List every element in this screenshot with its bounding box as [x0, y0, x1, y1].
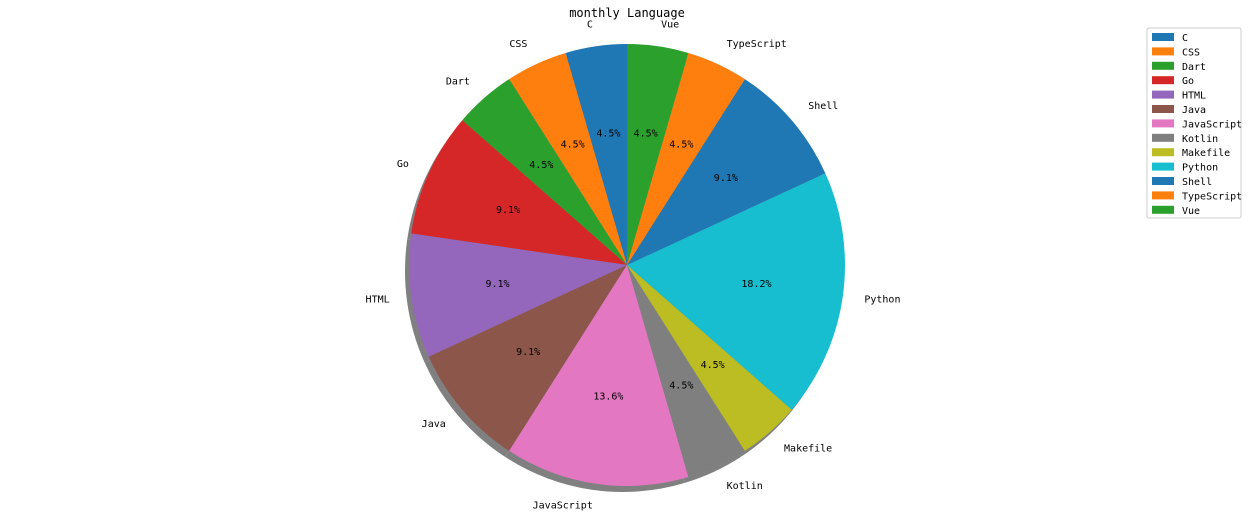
- slice-labels: C CSS Dart Go HTML Java JavaScript Kotlin Makefi…: [366, 19, 901, 511]
- percent-label-vue: 4.5%: [634, 129, 658, 140]
- percent-label-go: 9.1%: [496, 205, 520, 216]
- slice-go: [411, 120, 627, 265]
- legend-swatch-python: [1152, 162, 1174, 171]
- legend-label-javascript: JavaScript: [1182, 119, 1242, 130]
- percent-label-javascript: 13.6%: [593, 391, 623, 402]
- legend-label-vue: Vue: [1182, 206, 1200, 217]
- slice-css: [509, 52, 627, 265]
- slice-label-c: C: [587, 19, 593, 30]
- slice-makefile: [627, 265, 792, 451]
- slice-javascript: [509, 265, 689, 486]
- slice-label-go: Go: [397, 159, 409, 170]
- slice-label-html: HTML: [366, 295, 390, 306]
- percent-label-kotlin: 4.5%: [669, 381, 693, 392]
- slice-typescript: [627, 52, 745, 265]
- slice-label-kotlin: Kotlin: [727, 481, 763, 492]
- percent-label-typescript: 4.5%: [669, 139, 693, 150]
- legend-swatch-kotlin: [1152, 133, 1174, 142]
- legend-swatch-dart: [1152, 61, 1174, 70]
- slice-label-typescript: TypeScript: [727, 39, 787, 50]
- percent-label-python: 18.2%: [741, 279, 771, 290]
- slice-label-shell: Shell: [808, 101, 838, 112]
- slice-label-javascript: JavaScript: [533, 501, 593, 512]
- legend-label-python: Python: [1182, 163, 1218, 174]
- legend-swatch-java: [1152, 105, 1174, 113]
- legend-swatch-javascript: [1152, 119, 1174, 128]
- legend-label-java: Java: [1182, 105, 1206, 116]
- slice-kotlin: [627, 265, 745, 478]
- percent-label-shell: 9.1%: [714, 173, 738, 184]
- legend-label-go: Go: [1182, 76, 1194, 87]
- legend-swatch-css: [1152, 47, 1174, 56]
- legend-swatch-html: [1152, 90, 1174, 99]
- legend-label-css: CSS: [1182, 47, 1200, 58]
- percent-label-c: 4.5%: [596, 129, 620, 140]
- percent-label-css: 4.5%: [561, 139, 585, 150]
- legend-swatch-typescript: [1152, 191, 1174, 200]
- percent-label-makefile: 4.5%: [701, 360, 725, 371]
- legend-label-dart: Dart: [1182, 62, 1206, 73]
- slice-html: [409, 233, 627, 357]
- legend-swatch-c: [1152, 33, 1174, 41]
- legend-label-html: HTML: [1182, 91, 1206, 102]
- slice-dart: [462, 79, 627, 265]
- percent-label-dart: 4.5%: [529, 160, 553, 171]
- legend-swatch-go: [1152, 76, 1174, 85]
- legend-label-shell: Shell: [1182, 177, 1212, 188]
- legend: C CSS Dart Go HTML Java JavaScript Kotlin Makefi…: [1146, 27, 1242, 219]
- legend-label-c: C: [1182, 33, 1188, 44]
- percent-label-java: 9.1%: [516, 347, 540, 358]
- slice-python: [627, 173, 845, 410]
- slice-label-css: CSS: [509, 39, 527, 50]
- slice-shell: [627, 79, 826, 265]
- slice-vue: [627, 44, 689, 265]
- slice-c: [565, 44, 627, 265]
- legend-label-makefile: Makefile: [1182, 148, 1230, 159]
- pie-slices: [409, 44, 845, 486]
- legend-swatch-makefile: [1152, 148, 1174, 157]
- slice-label-dart: Dart: [446, 76, 470, 87]
- chart-title: monthly Language: [569, 6, 685, 20]
- slice-label-java: Java: [422, 419, 446, 430]
- legend-label-kotlin: Kotlin: [1182, 134, 1218, 145]
- percent-labels: 4.5% 4.5% 4.5% 9.1% 9.1% 9.1% 13.6% 4.5% 4.5% 18.…: [485, 129, 771, 403]
- slice-label-python: Python: [864, 295, 900, 306]
- legend-label-typescript: TypeScript: [1182, 191, 1242, 202]
- slice-label-makefile: Makefile: [784, 444, 832, 455]
- slice-label-vue: Vue: [661, 19, 679, 30]
- legend-swatch-vue: [1152, 205, 1174, 214]
- slice-java: [428, 265, 627, 451]
- legend-swatch-shell: [1152, 177, 1174, 185]
- percent-label-html: 9.1%: [485, 279, 509, 290]
